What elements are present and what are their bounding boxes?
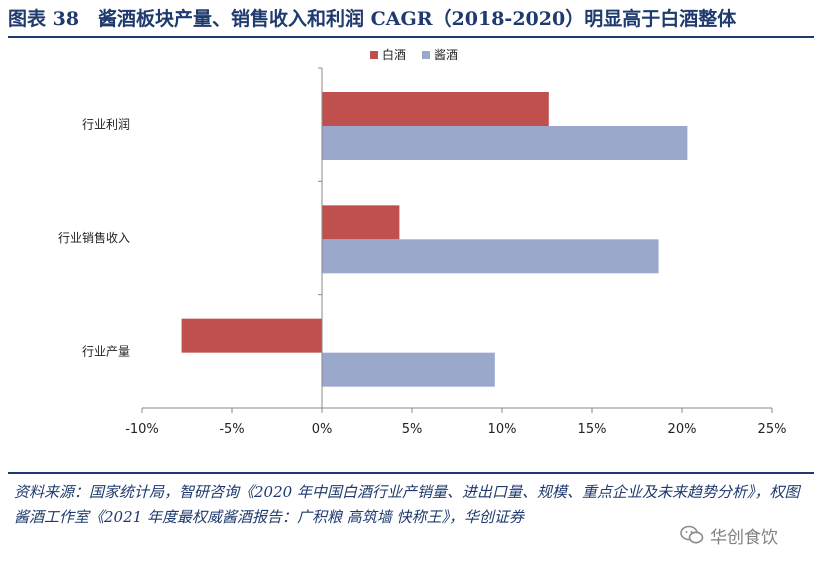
legend-swatch-0 — [370, 51, 378, 59]
legend-swatch-1 — [422, 51, 430, 59]
legend-label-0: 白酒 — [382, 47, 406, 62]
source-divider — [8, 472, 814, 474]
source-note: 资料来源：国家统计局，智研咨询《2020 年中国白酒行业产销量、进出口量、规模、… — [14, 483, 800, 526]
watermark-text: 华创食饮 — [710, 527, 778, 548]
x-tick-label-6: 20% — [668, 422, 697, 437]
bar-1-0 — [322, 205, 400, 240]
title-divider — [8, 36, 814, 38]
x-tick-label-2: 0% — [312, 422, 333, 437]
bar-2-1 — [322, 352, 495, 387]
x-tick-label-3: 5% — [402, 422, 423, 437]
chart-title: 图表 38 酱酒板块产量、销售收入和利润 CAGR（2018-2020）明显高于… — [8, 8, 737, 30]
category-label-1: 行业销售收入 — [58, 230, 130, 245]
bar-1-1 — [322, 239, 659, 274]
x-tick-label-0: -10% — [125, 422, 159, 437]
watermark: 华创食饮 — [680, 522, 778, 548]
x-tick-label-5: 15% — [578, 422, 607, 437]
category-label-0: 行业利润 — [82, 118, 130, 132]
legend-label-1: 酱酒 — [434, 47, 458, 62]
chart-area: 白酒 酱酒行业利润行业销售收入行业产量 -10% -5% 0% 5% 10% 15% 20% 25… — [0, 40, 822, 460]
wechat-icon — [680, 525, 704, 544]
bar-2-0 — [181, 318, 322, 353]
bar-0-1 — [322, 126, 688, 160]
category-label-2: 行业产量 — [82, 344, 130, 358]
bar-0-0 — [322, 92, 549, 126]
x-tick-label-7: 25% — [758, 422, 787, 437]
x-tick-label-4: 10% — [488, 422, 517, 437]
x-tick-label-1: -5% — [219, 422, 244, 437]
